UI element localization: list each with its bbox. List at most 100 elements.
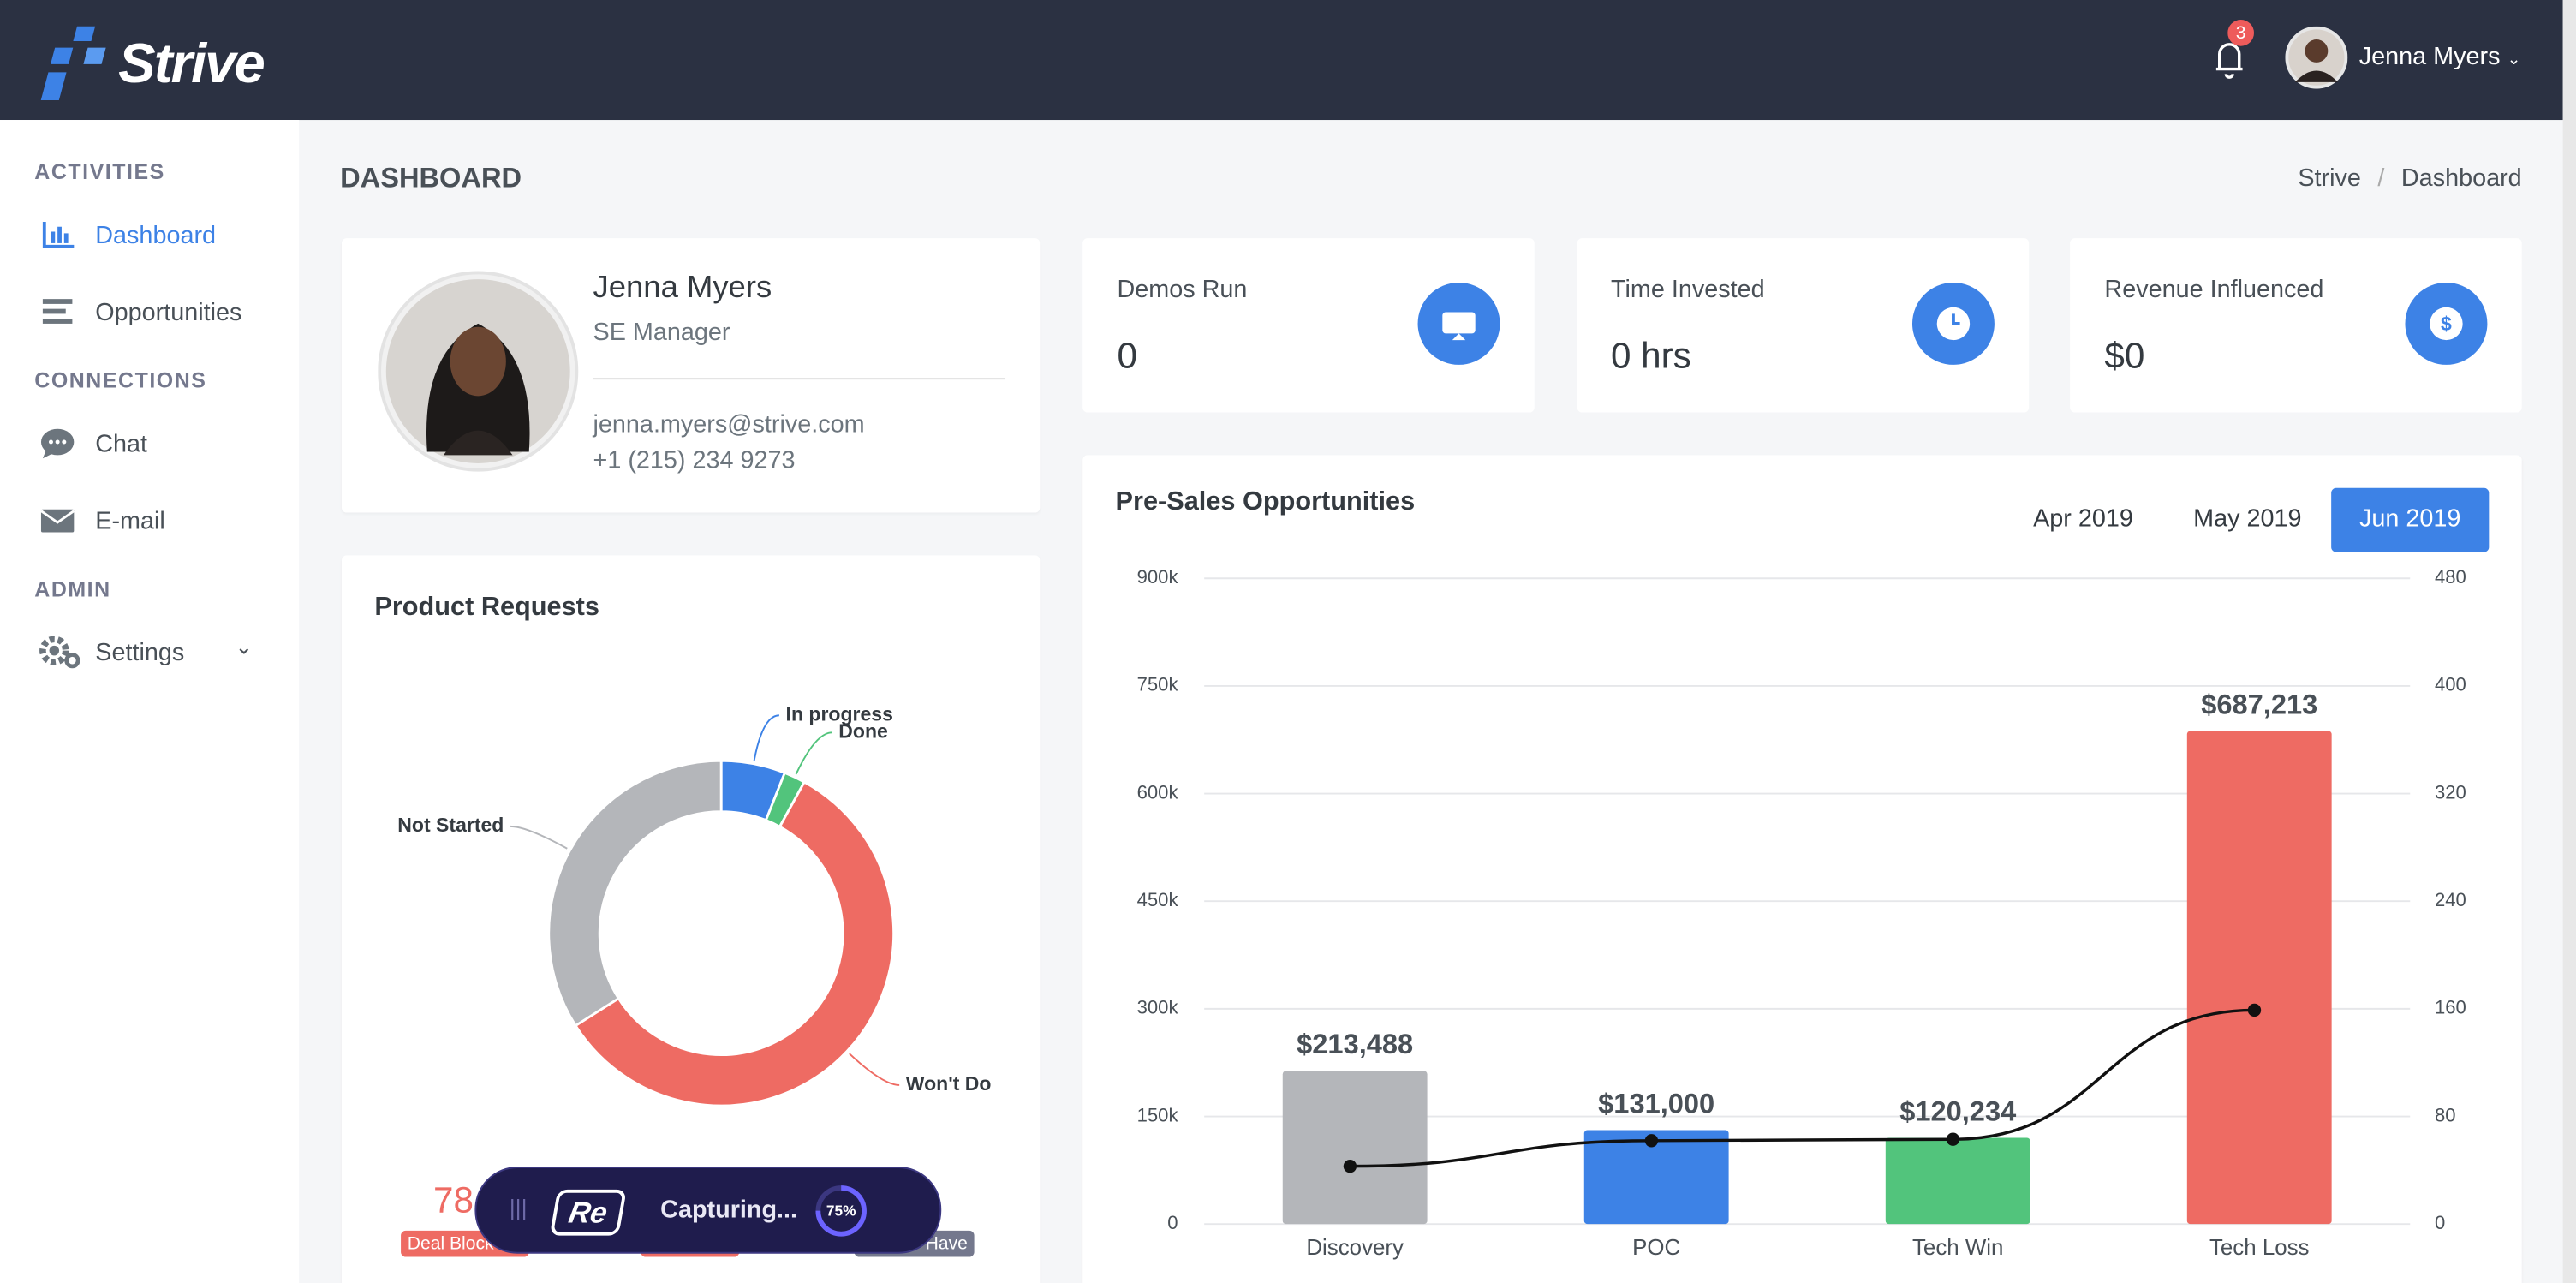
donut-slice <box>574 780 895 1107</box>
leader-line <box>795 731 832 775</box>
stat-icon: $ <box>2405 282 2488 365</box>
summary-value: 78 <box>433 1179 474 1220</box>
leader-line <box>510 825 568 850</box>
nav-item[interactable]: Opportunities <box>0 289 299 339</box>
nav-icon <box>40 509 75 533</box>
nav-label[interactable]: Settings <box>95 639 185 667</box>
notification-bell[interactable]: 3 <box>2206 20 2265 79</box>
nav-icon <box>42 299 73 324</box>
nav-icon <box>39 636 80 669</box>
y-tick-label: 900k <box>1137 566 1179 588</box>
x-tick-label: Tech Loss <box>2209 1236 2310 1260</box>
nav-label[interactable]: Chat <box>95 430 148 459</box>
period-button-bg[interactable] <box>2331 487 2490 552</box>
leader-line <box>753 714 779 761</box>
nav-item[interactable]: Dashboard <box>0 212 299 261</box>
nav-label[interactable]: Dashboard <box>95 221 217 250</box>
bar-value-label: $213,488 <box>1297 1028 1413 1059</box>
user-menu[interactable]: Jenna Myers ⌄ <box>2358 42 2521 71</box>
notification-count: 3 <box>2236 23 2246 43</box>
slice-label: In progress <box>786 702 893 725</box>
stat-label: Time Invested <box>1610 276 1765 304</box>
nav-item[interactable]: Settings ⌄ <box>0 630 299 679</box>
stat-value: 0 hrs <box>1610 335 1691 377</box>
summary-badge-label: Have <box>926 1234 968 1254</box>
nav-label[interactable]: Opportunities <box>95 299 242 327</box>
y-tick-label: 450k <box>1137 889 1179 910</box>
profile-photo <box>378 271 579 472</box>
donut-slice <box>547 759 723 1028</box>
period-button[interactable]: May 2019 <box>2193 505 2301 533</box>
summary-badge-label: Deal Block <box>408 1234 494 1254</box>
profile-card: Jenna Myers SE Manager jenna.myers@striv… <box>342 238 1041 513</box>
profile-phone: +1 (215) 234 9273 <box>593 446 796 475</box>
bar-value-label: $120,234 <box>1899 1095 2016 1126</box>
y2-tick-label: 160 <box>2435 997 2466 1018</box>
scrollbar <box>2562 0 2576 1283</box>
page-title: DASHBOARD <box>340 162 522 194</box>
stat-value: 0 <box>1117 335 1137 377</box>
sidebar: ACTIVITIES Dashboard Opportunities CONNECTI… <box>0 120 300 1283</box>
stat-card: Time Invested 0 hrs <box>1576 238 2029 413</box>
y-tick-label: 0 <box>1167 1212 1178 1233</box>
recorder-status: Capturing... <box>660 1196 798 1225</box>
nav-icon <box>42 221 75 248</box>
product-requests-card <box>342 555 1041 1283</box>
recorder-logo: Re <box>549 1189 627 1236</box>
logo-icon <box>40 26 106 101</box>
header-avatar[interactable] <box>2285 26 2348 89</box>
bar <box>1583 1130 1729 1225</box>
progress-label: 75% <box>826 1202 856 1219</box>
expand-chevron[interactable]: ⌄ <box>235 634 253 659</box>
stat-value: $0 <box>2104 335 2145 377</box>
top-bar <box>0 0 2563 121</box>
svg-text:$: $ <box>2441 313 2452 335</box>
stat-label: Revenue Influenced <box>2104 276 2324 304</box>
period-button[interactable]: Apr 2019 <box>2033 505 2133 533</box>
section-title: CONNECTIONS <box>34 367 207 393</box>
line-point <box>1343 1159 1357 1173</box>
breadcrumb-current: Dashboard <box>2400 164 2522 193</box>
logo-text[interactable]: Strive <box>118 33 265 96</box>
bar-value-label: $687,213 <box>2201 688 2317 719</box>
line <box>1350 1008 2255 1168</box>
stat-label: Demos Run <box>1117 276 1248 304</box>
nav-label[interactable]: E-mail <box>95 507 165 536</box>
progress-ring: 75% <box>815 1185 867 1237</box>
nav-item[interactable]: Chat <box>0 421 299 470</box>
user-name: Jenna Myers <box>2358 42 2501 71</box>
slice-label: Not Started <box>397 814 504 836</box>
line-point <box>1644 1134 1659 1148</box>
nav-item[interactable]: E-mail <box>0 498 299 547</box>
y-tick-label: 600k <box>1137 781 1179 803</box>
profile-email[interactable]: jenna.myers@strive.com <box>593 410 865 439</box>
y2-tick-label: 400 <box>2435 674 2466 695</box>
breadcrumb: Strive / Dashboard <box>2298 164 2522 193</box>
chart-title: Pre-Sales Opportunities <box>1116 486 1416 516</box>
drag-handle[interactable]: ||| <box>509 1194 528 1221</box>
divider <box>593 378 1006 380</box>
section-title: ADMIN <box>34 576 111 602</box>
breadcrumb-link[interactable]: Strive <box>2298 164 2361 193</box>
x-tick-label: Discovery <box>1306 1236 1404 1260</box>
y2-tick-label: 0 <box>2435 1212 2445 1233</box>
y2-tick-label: 480 <box>2435 566 2466 588</box>
stat-card: Revenue Influenced $0 $ <box>2070 238 2522 413</box>
chart-title: Product Requests <box>374 591 599 621</box>
recorder-pill[interactable]: ||| Re Capturing... 75% <box>474 1167 942 1254</box>
line-point <box>1946 1132 1960 1146</box>
section-title: ACTIVITIES <box>34 159 165 184</box>
nav-icon <box>40 428 75 459</box>
bar-value-label: $131,000 <box>1598 1087 1714 1119</box>
leader-line <box>849 1053 900 1086</box>
x-tick-label: Tech Win <box>1912 1236 2003 1260</box>
profile-role: SE Manager <box>593 319 730 347</box>
period-button[interactable]: Jun 2019 <box>2359 505 2460 533</box>
line-point <box>2247 1003 2262 1017</box>
slice-label: Won't Do <box>906 1072 992 1095</box>
y2-tick-label: 80 <box>2435 1104 2456 1125</box>
profile-name: Jenna Myers <box>593 271 772 306</box>
bar <box>1282 1071 1428 1225</box>
